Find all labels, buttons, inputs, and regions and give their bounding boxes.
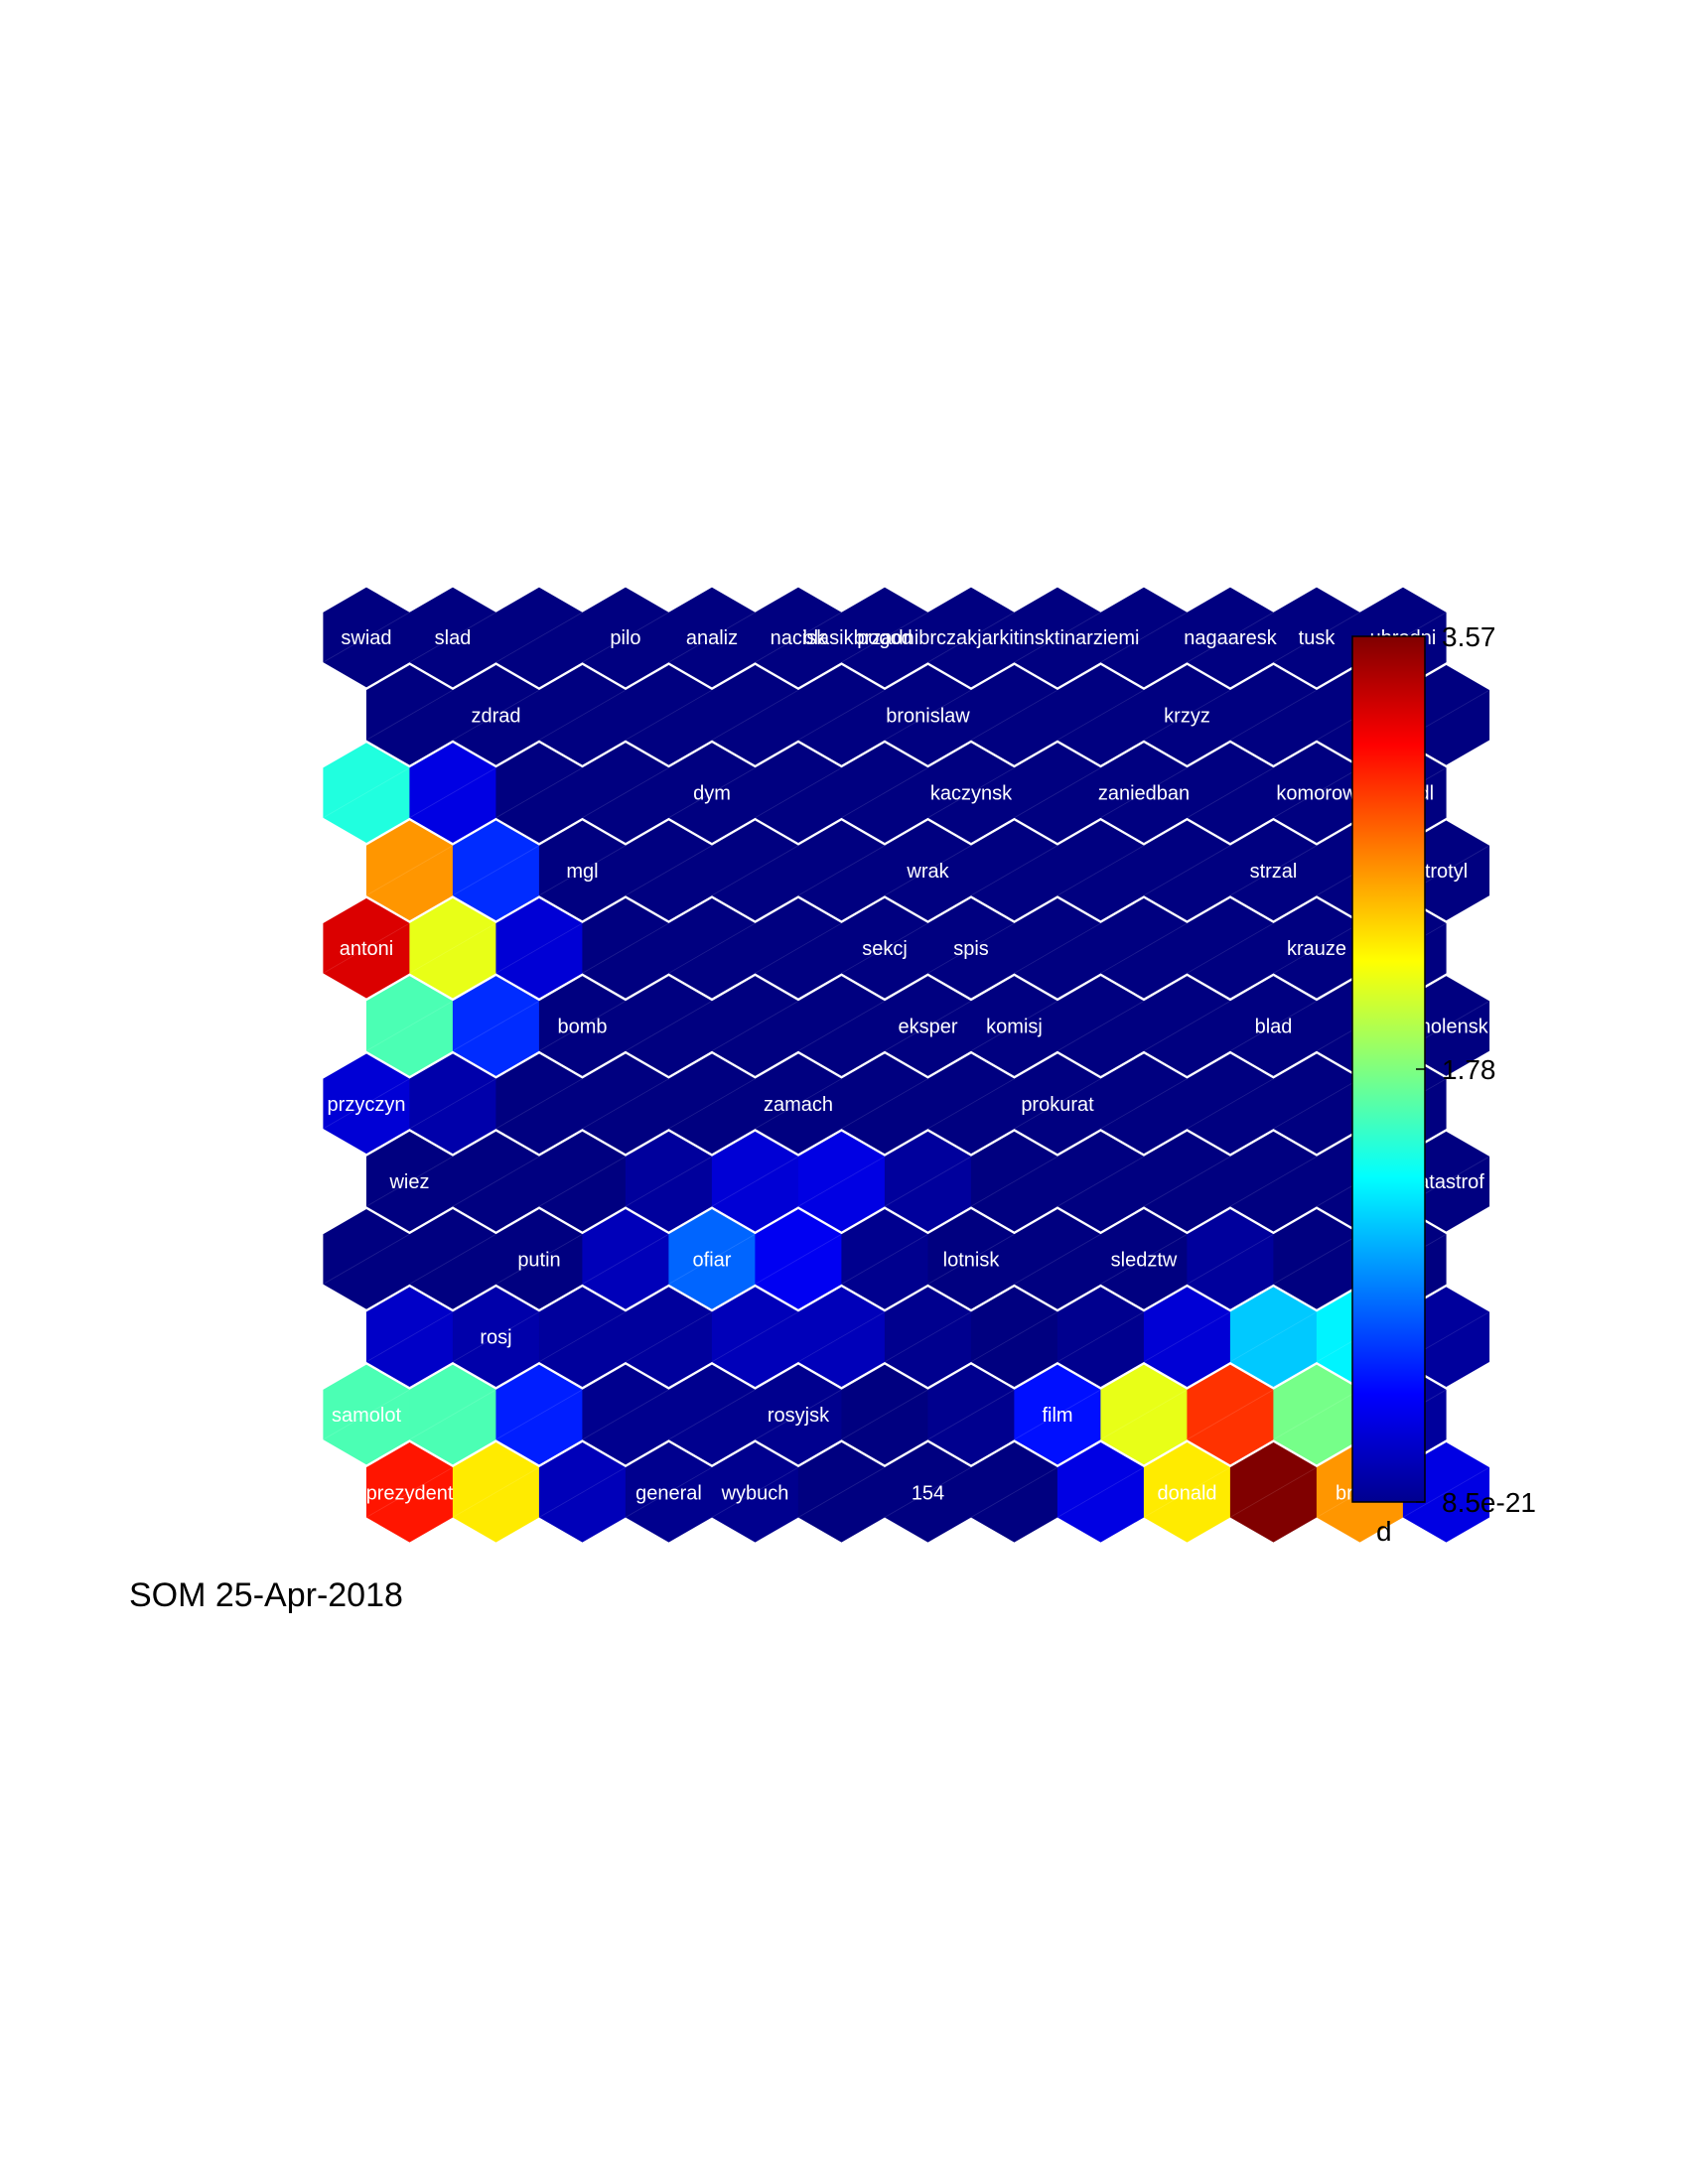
cell-label: wiez <box>388 1171 429 1193</box>
colorbar-tick-label-max: 3.57 <box>1442 621 1496 652</box>
cell-label: komorow <box>1276 783 1357 805</box>
cell-label: swiad <box>341 627 391 649</box>
cell-label: sekcj <box>862 938 908 960</box>
cell-label: donald <box>1157 1482 1216 1504</box>
cell-label: wrak <box>906 861 949 883</box>
cell-label: analiz <box>686 627 738 649</box>
cell-label: samolot <box>332 1405 401 1427</box>
cell-label: rosj <box>480 1327 511 1349</box>
cell-label: tusk <box>1299 627 1336 649</box>
colorbar-tick-label-min: 8.5e-21 <box>1442 1487 1536 1518</box>
cell-label: blasikbrzadnibrczakjarkitinsktinarziemi <box>802 627 1139 649</box>
cell-label: dym <box>693 783 731 805</box>
cell-label: krauze <box>1287 938 1346 960</box>
cell-label: rosyjsk <box>768 1405 830 1427</box>
cell-label: sledztw <box>1111 1249 1178 1271</box>
cell-label: pilo <box>610 627 640 649</box>
cell-label: prokurat <box>1021 1094 1094 1116</box>
colorbar-tick-label-mid: 1.78 <box>1442 1054 1496 1085</box>
cell-label: strzal <box>1250 861 1298 883</box>
cell-label: zaniedban <box>1098 783 1190 805</box>
cell-label: przyczyn <box>328 1094 406 1116</box>
cell-label: general <box>635 1482 702 1504</box>
hex-grid <box>324 588 1489 1542</box>
cell-label: trotyl <box>1425 861 1468 883</box>
cell-label: spis <box>953 938 989 960</box>
cell-label: kaczynsk <box>930 783 1013 805</box>
figure-caption: SOM 25-Apr-2018 <box>129 1576 403 1615</box>
cell-label: film <box>1042 1405 1072 1427</box>
cell-label: putin <box>517 1249 560 1271</box>
cell-label: bomb <box>557 1017 607 1038</box>
cell-label: antoni <box>340 938 394 960</box>
cell-label: prezydent <box>366 1482 454 1504</box>
colorbar-gradient <box>1352 636 1425 1502</box>
cell-label: nagaaresk <box>1184 627 1277 649</box>
cell-label: bronislaw <box>886 705 970 727</box>
cell-label: eksper <box>898 1017 957 1038</box>
cell-label: ofiar <box>693 1249 732 1271</box>
cell-label: blad <box>1255 1017 1293 1038</box>
cell-label: zdrad <box>471 705 520 727</box>
colorbar-axis-label: d <box>1376 1516 1392 1547</box>
cell-label: komisj <box>986 1017 1043 1038</box>
cell-label: mgl <box>566 861 598 883</box>
cell-label: zamach <box>764 1094 833 1116</box>
cell-label: 154 <box>912 1482 944 1504</box>
cell-label: wybuch <box>721 1482 789 1504</box>
cell-label: lotnisk <box>943 1249 1001 1271</box>
cell-label: krzyz <box>1164 705 1210 727</box>
cell-label: slad <box>435 627 472 649</box>
